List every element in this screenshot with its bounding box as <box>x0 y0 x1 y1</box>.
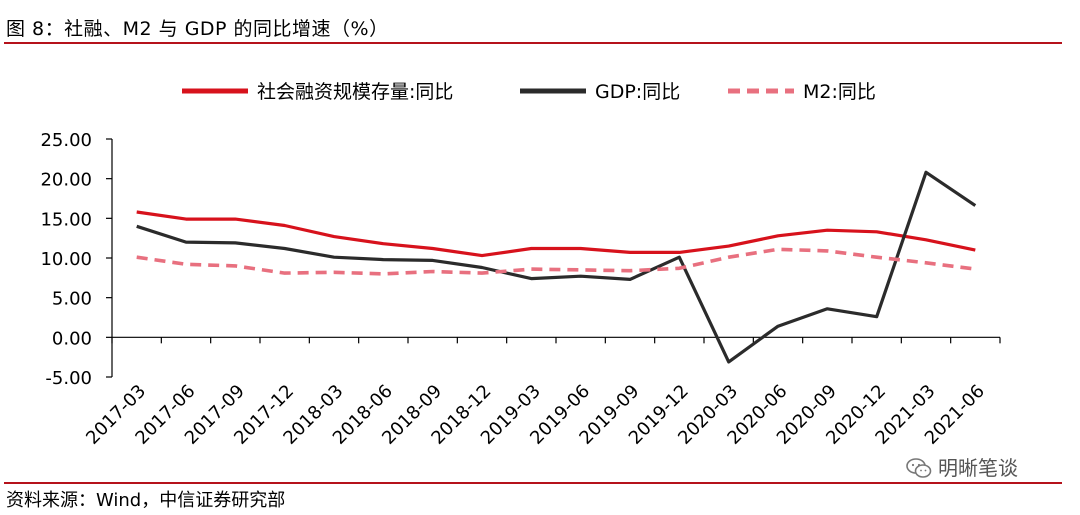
y-tick-label: 15.00 <box>40 209 92 230</box>
y-tick-label: 20.00 <box>40 170 92 191</box>
y-tick-label: 0.00 <box>52 328 92 349</box>
series-line-1 <box>136 170 977 364</box>
watermark-text: 明晰笔谈 <box>938 456 1018 480</box>
y-axis: -5.00 0.00 5.00 10.00 15.00 20.00 25.00 <box>40 130 113 389</box>
legend-label-0: 社会融资规模存量:同比 <box>257 81 453 103</box>
y-tick-label: 10.00 <box>40 249 92 270</box>
figure-title: 图 8：社融、M2 与 GDP 的同比增速（%） <box>6 18 389 40</box>
y-tick-label: 5.00 <box>52 289 92 310</box>
source-note: 资料来源：Wind，中信证券研究部 <box>6 490 286 511</box>
line-chart: 社会融资规模存量:同比 GDP:同比 M2:同比 -5.00 0.00 5.00 10.0… <box>40 81 1001 449</box>
series-line-2 <box>136 247 976 276</box>
series-line-0 <box>136 210 976 258</box>
wechat-icon <box>906 458 932 478</box>
y-tick-label: -5.00 <box>45 368 92 389</box>
watermark: 明晰笔谈 <box>906 452 1018 481</box>
source-rule <box>4 482 1062 484</box>
legend-label-2: M2:同比 <box>803 81 876 103</box>
chart-series <box>136 170 977 364</box>
x-axis: 2017-032017-062017-092017-122018-032018-… <box>82 336 1001 449</box>
legend-label-1: GDP:同比 <box>595 81 680 103</box>
chart-legend: 社会融资规模存量:同比 GDP:同比 M2:同比 <box>182 81 876 103</box>
y-tick-label: 25.00 <box>40 130 92 151</box>
title-rule <box>4 42 1062 44</box>
